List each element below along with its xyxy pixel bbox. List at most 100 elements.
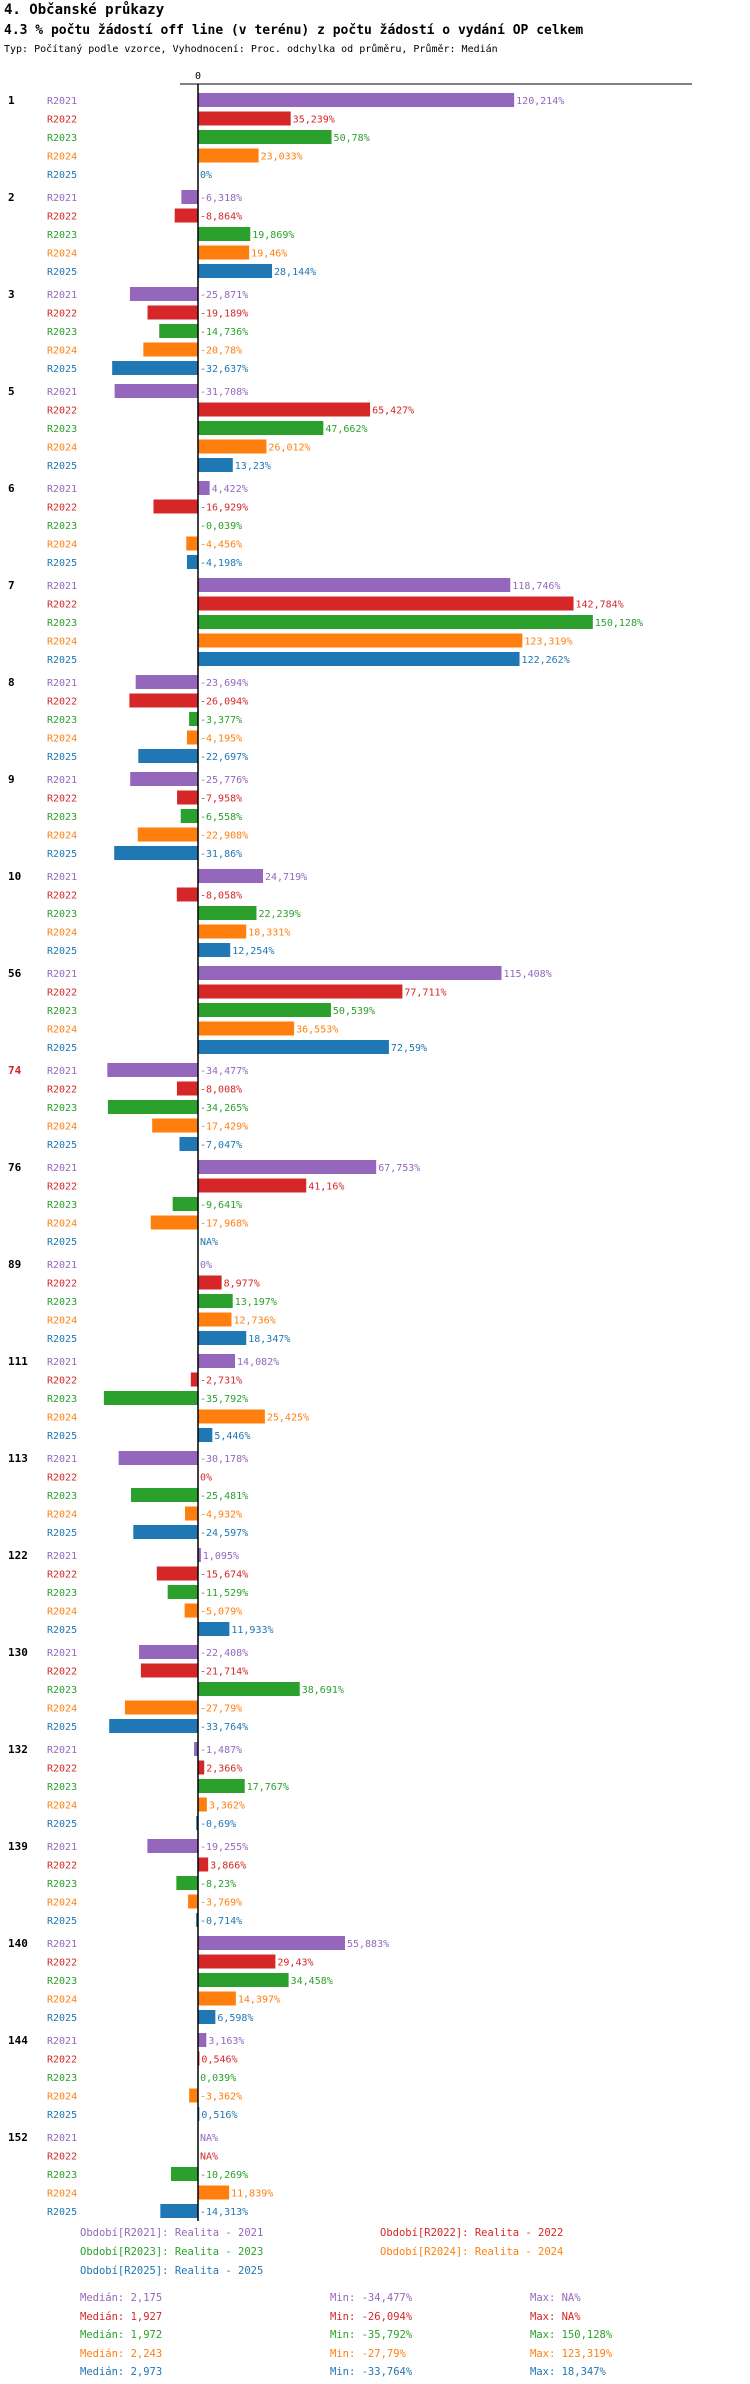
bar-3-R2024 [143, 342, 198, 357]
bar-2-R2021 [181, 190, 198, 204]
bar-1-R2023 [198, 130, 332, 144]
value-label-140-R2022: 29,43% [277, 1958, 313, 1969]
series-label-R2024: R2024 [47, 540, 77, 551]
value-label-56-R2021: 115,408% [504, 969, 552, 980]
value-label-3-R2025: -32,637% [200, 364, 248, 375]
value-label-6-R2023: -0,039% [200, 521, 242, 532]
value-label-6-R2024: -4,456% [200, 540, 242, 551]
value-label-139-R2024: -3,769% [200, 1898, 242, 1909]
value-label-122-R2024: -5,079% [200, 1607, 242, 1618]
value-label-2-R2025: 28,144% [274, 267, 316, 278]
bar-140-R2024 [198, 1991, 236, 2006]
value-label-10-R2021: 24,719% [265, 872, 307, 883]
series-label-R2023: R2023 [47, 230, 77, 241]
value-label-5-R2021: -31,708% [200, 387, 248, 398]
bar-122-R2023 [167, 1585, 198, 1599]
bar-3-R2023 [159, 324, 198, 338]
bar-7-R2021 [198, 578, 511, 592]
series-label-R2023: R2023 [47, 2073, 77, 2084]
value-label-111-R2022: -2,731% [200, 1376, 242, 1387]
bar-122-R2022 [156, 1566, 198, 1581]
bar-10-R2024 [198, 924, 247, 939]
series-label-R2023: R2023 [47, 1394, 77, 1405]
bar-89-R2022 [198, 1275, 222, 1290]
bar-144-R2021 [198, 2033, 207, 2047]
series-label-R2023: R2023 [47, 1103, 77, 1114]
group-label-9: 9 [8, 773, 15, 786]
series-label-R2022: R2022 [47, 2055, 77, 2066]
bar-74-R2024 [152, 1118, 198, 1133]
series-label-R2025: R2025 [47, 364, 77, 375]
value-label-9-R2025: -31,86% [200, 849, 242, 860]
series-label-R2021: R2021 [47, 96, 77, 107]
bar-76-R2024 [150, 1215, 198, 1230]
value-label-144-R2024: -3,362% [200, 2092, 242, 2103]
series-label-R2025: R2025 [47, 1043, 77, 1054]
bar-5-R2021 [114, 384, 198, 398]
value-label-5-R2023: 47,662% [325, 424, 367, 435]
value-label-74-R2023: -34,265% [200, 1103, 248, 1114]
value-label-89-R2025: 18,347% [248, 1334, 290, 1345]
value-label-113-R2024: -4,932% [200, 1510, 242, 1521]
bar-5-R2024 [198, 439, 267, 454]
stat-median-R2024: Medián: 2,243 [80, 2347, 163, 2360]
value-label-6-R2021: 4,422% [212, 484, 248, 495]
series-label-R2023: R2023 [47, 1976, 77, 1987]
series-label-R2024: R2024 [47, 1801, 77, 1812]
series-label-R2022: R2022 [47, 1570, 77, 1581]
bar-1-R2021 [198, 93, 515, 107]
series-label-R2025: R2025 [47, 2110, 77, 2121]
stat-median-R2023: Medián: 1,972 [80, 2329, 163, 2341]
value-label-7-R2021: 118,746% [512, 581, 560, 592]
series-label-R2022: R2022 [47, 1958, 77, 1969]
value-label-152-R2024: 11,839% [231, 2189, 273, 2200]
series-label-R2021: R2021 [47, 872, 77, 883]
bar-89-R2024 [198, 1312, 232, 1327]
value-label-111-R2021: 14,082% [237, 1357, 279, 1368]
value-label-130-R2023: 38,691% [302, 1685, 344, 1696]
series-label-R2025: R2025 [47, 267, 77, 278]
series-label-R2023: R2023 [47, 1685, 77, 1696]
series-label-R2023: R2023 [47, 812, 77, 823]
legend-item-R2023: Období[R2023]: Realita - 2023 [80, 2246, 264, 2258]
value-label-139-R2023: -8,23% [200, 1879, 236, 1890]
value-label-152-R2023: -10,269% [200, 2170, 248, 2181]
value-label-56-R2023: 50,539% [333, 1006, 375, 1017]
value-label-130-R2025: -33,764% [200, 1722, 248, 1733]
group-label-5: 5 [8, 385, 15, 398]
bar-2-R2022 [174, 208, 198, 223]
series-label-R2024: R2024 [47, 1510, 77, 1521]
group-label-111: 111 [8, 1355, 28, 1368]
value-label-132-R2024: 3,362% [209, 1801, 245, 1812]
value-label-122-R2025: 11,933% [231, 1625, 273, 1636]
value-label-76-R2022: 41,16% [308, 1182, 344, 1193]
bar-152-R2023 [170, 2167, 198, 2181]
series-label-R2021: R2021 [47, 1454, 77, 1465]
bar-113-R2025 [133, 1525, 198, 1539]
stat-min-R2025: Min: -33,764% [330, 2366, 413, 2378]
series-label-R2024: R2024 [47, 1607, 77, 1618]
series-label-R2025: R2025 [47, 946, 77, 957]
bar-113-R2024 [185, 1506, 198, 1521]
series-label-R2025: R2025 [47, 558, 77, 569]
bar-56-R2022 [198, 984, 403, 999]
value-label-144-R2025: 0,516% [201, 2110, 237, 2121]
bar-9-R2023 [180, 809, 198, 823]
value-label-74-R2022: -8,008% [200, 1085, 242, 1096]
value-label-3-R2023: -14,736% [200, 327, 248, 338]
bar-89-R2023 [198, 1294, 233, 1308]
series-label-R2024: R2024 [47, 928, 77, 939]
stat-max-R2023: Max: 150,128% [530, 2329, 613, 2341]
stat-min-R2023: Min: -35,792% [330, 2329, 413, 2341]
value-label-10-R2025: 12,254% [232, 946, 274, 957]
value-label-10-R2022: -8,058% [200, 891, 242, 902]
value-label-2-R2024: 19,46% [251, 249, 287, 260]
bar-2-R2024 [198, 245, 250, 260]
series-label-R2023: R2023 [47, 618, 77, 629]
series-label-R2021: R2021 [47, 678, 77, 689]
value-label-8-R2021: -23,694% [200, 678, 248, 689]
page-title: 4. Občanské průkazy [4, 2, 165, 18]
bar-140-R2021 [198, 1936, 345, 1950]
series-label-R2025: R2025 [47, 2013, 77, 2024]
group-label-140: 140 [8, 1937, 28, 1950]
